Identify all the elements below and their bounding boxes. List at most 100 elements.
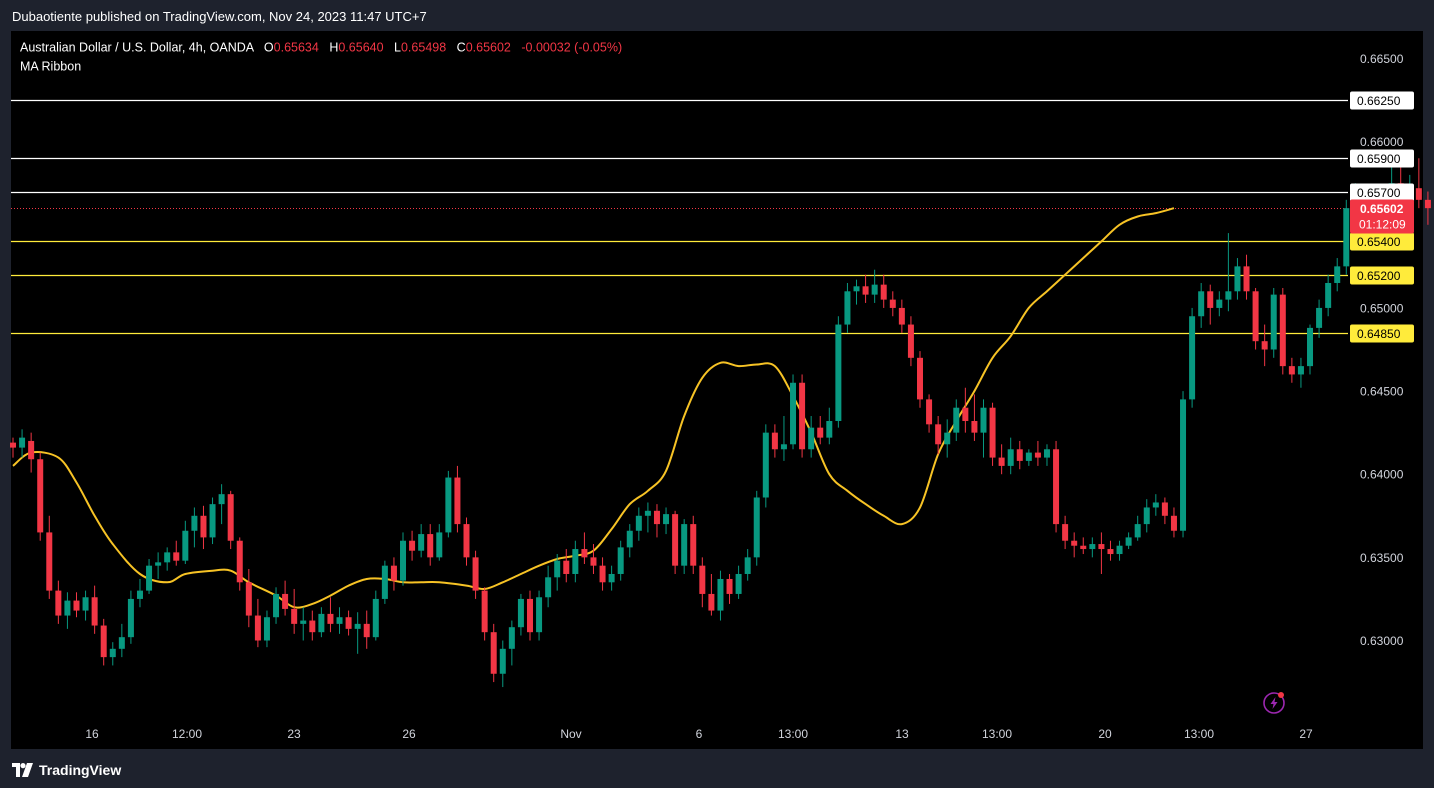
candle — [155, 552, 162, 579]
candle — [463, 517, 470, 566]
publish-info: Dubaotiente published on TradingView.com… — [12, 9, 427, 24]
candle-body — [146, 565, 153, 591]
candle-body — [1316, 307, 1323, 328]
candle — [427, 524, 434, 566]
candle — [635, 507, 642, 541]
candle — [1270, 287, 1277, 358]
candle-body — [291, 608, 298, 624]
candle — [363, 610, 370, 649]
candle-body — [472, 557, 479, 591]
candle — [735, 565, 742, 599]
candle-body — [1216, 299, 1223, 308]
candle — [862, 274, 869, 303]
candle — [790, 374, 797, 450]
candle — [46, 515, 53, 599]
candle — [554, 554, 561, 591]
candle — [808, 416, 815, 458]
svg-text:Australian Dollar / U.S. Dolla: Australian Dollar / U.S. Dollar, 4h, OAN… — [20, 41, 622, 55]
candle-body — [599, 565, 606, 583]
candle-body — [263, 617, 270, 641]
candle-body — [127, 598, 134, 638]
x-tick-label: 13:00 — [982, 727, 1012, 741]
candle — [354, 612, 361, 654]
candle — [844, 282, 851, 333]
candle — [28, 432, 35, 473]
candle-body — [536, 597, 543, 633]
candle-body — [245, 582, 252, 616]
candle-body — [282, 593, 289, 609]
candle-body — [1071, 540, 1078, 546]
candle — [146, 559, 153, 594]
price-axis: 0.665000.660000.655000.650000.645000.640… — [1350, 52, 1414, 648]
candle-body — [118, 637, 125, 649]
candle-body — [1016, 449, 1023, 461]
candle-body — [155, 562, 162, 566]
candle — [971, 394, 978, 441]
candle — [708, 573, 715, 616]
lightning-icon[interactable] — [1263, 692, 1285, 714]
legend-symbol: Australian Dollar / U.S. Dollar, 4h, OAN… — [20, 41, 255, 55]
candle-body — [1107, 549, 1114, 555]
candle-body — [653, 510, 660, 525]
level-label: 0.65900 — [1357, 152, 1401, 166]
level-label: 0.65700 — [1357, 186, 1401, 200]
candle-body — [1288, 366, 1295, 375]
candle — [418, 524, 425, 558]
candle-body — [354, 623, 361, 629]
candle-body — [1043, 449, 1050, 458]
candle — [1080, 537, 1087, 555]
candle-body — [200, 515, 207, 538]
candle — [799, 374, 806, 458]
candle-body — [626, 530, 633, 548]
candle-body — [590, 557, 597, 566]
candle-body — [1180, 399, 1187, 531]
horizontal-levels — [11, 99, 1348, 335]
candle-body — [1252, 291, 1259, 342]
y-tick-label: 0.63000 — [1360, 634, 1404, 648]
candle-body — [463, 524, 470, 558]
legend-indicator: MA Ribbon — [20, 60, 81, 74]
candle-body — [608, 573, 615, 583]
x-tick-label: Nov — [560, 727, 581, 741]
ma-ribbon — [12, 207, 1175, 609]
candle-body — [663, 514, 670, 525]
candle-body — [517, 598, 524, 628]
candle — [10, 437, 16, 458]
last-price-countdown: 01:12:09 — [1359, 218, 1406, 232]
candle — [291, 588, 298, 634]
candle-body — [1234, 266, 1241, 292]
candle — [1415, 158, 1422, 209]
candle — [1343, 199, 1350, 275]
candle-body — [1116, 545, 1123, 555]
candle-body — [1053, 449, 1060, 525]
candle — [164, 547, 171, 571]
footer-bar: TradingView — [0, 756, 1434, 788]
candle — [309, 610, 316, 641]
candle-body — [191, 515, 198, 531]
candle — [1180, 391, 1187, 538]
candle — [82, 590, 89, 621]
candle-body — [1261, 341, 1268, 350]
legend-close-value: 0.65602 — [466, 41, 511, 55]
candle — [1307, 324, 1314, 375]
x-tick-label: 26 — [402, 727, 416, 741]
y-tick-label: 0.63500 — [1360, 551, 1404, 565]
candle — [73, 592, 80, 618]
candle-body — [436, 532, 443, 558]
candle-body — [1170, 515, 1177, 531]
x-tick-label: 6 — [696, 727, 703, 741]
tradingview-logo[interactable]: TradingView — [12, 762, 121, 778]
candle — [445, 470, 452, 538]
y-tick-label: 0.64500 — [1360, 385, 1404, 399]
candle — [454, 465, 461, 533]
candle-body — [82, 597, 89, 611]
candle — [1107, 540, 1114, 561]
candle-body — [935, 424, 942, 445]
candle — [118, 623, 125, 658]
candle-body — [753, 497, 760, 558]
legend-high-value: 0.65640 — [338, 41, 383, 55]
candle-body — [953, 407, 960, 433]
candle — [762, 424, 769, 508]
candle — [536, 590, 543, 641]
